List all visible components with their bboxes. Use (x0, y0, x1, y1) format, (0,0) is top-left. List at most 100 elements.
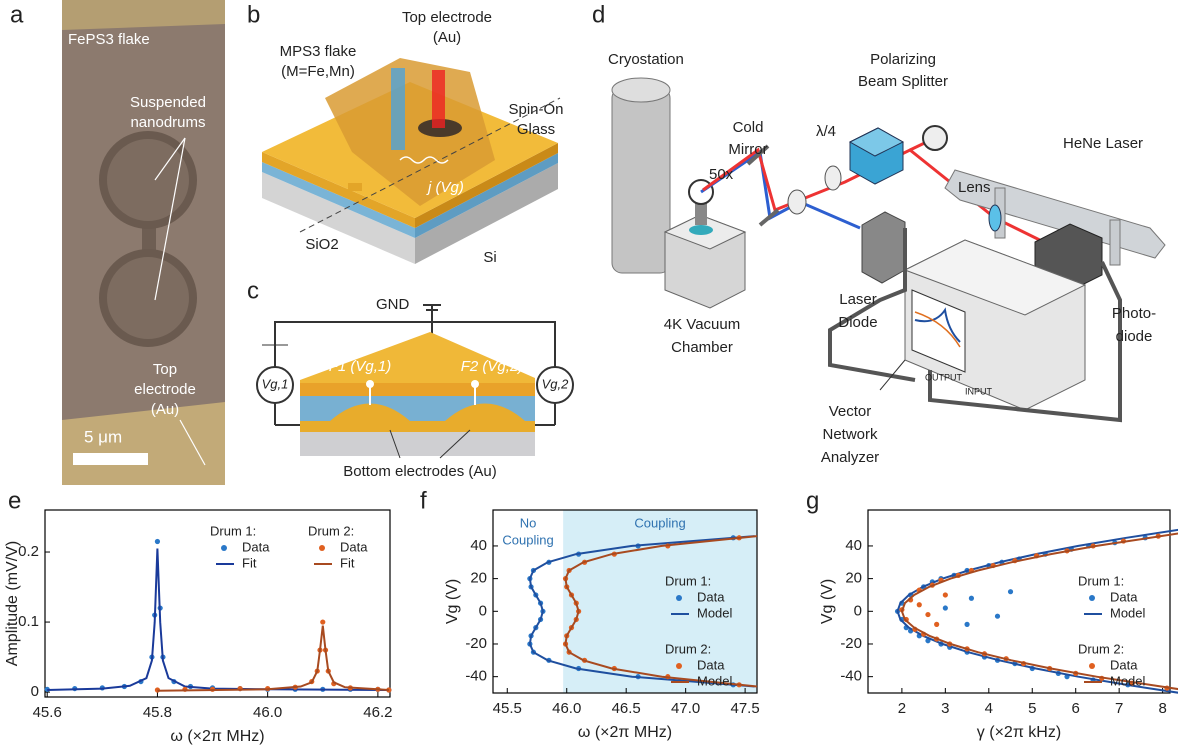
label: FePS3 flake (68, 31, 150, 48)
y-tick-label: -40 (465, 668, 487, 685)
label: GND (376, 296, 410, 313)
legend-label: Data (1110, 657, 1138, 672)
y-axis-label: Amplitude (mV/V) (4, 541, 21, 666)
label: diode (1116, 328, 1153, 345)
label: Chamber (671, 339, 733, 356)
label: Bottom electrodes (Au) (343, 463, 496, 480)
data-point (925, 612, 930, 617)
label: Cold (733, 119, 764, 136)
label: j (Vg) (426, 179, 464, 196)
label: λ/4 (816, 123, 836, 140)
y-tick-label: 40 (470, 537, 487, 554)
legend-label: Model (1110, 605, 1146, 620)
legend-label: Model (697, 605, 733, 620)
x-tick-label: 3 (941, 700, 949, 717)
label: Spin-On (508, 101, 563, 118)
label: Vg,1 (262, 376, 289, 391)
data-point (969, 596, 974, 601)
data-point (934, 622, 939, 627)
x-tick-label: 47.0 (671, 700, 700, 717)
micrograph (62, 0, 225, 485)
x-tick-label: 47.5 (731, 700, 760, 717)
label: Suspended (130, 94, 206, 111)
x-tick-label: 46.5 (612, 700, 641, 717)
y-tick-label: -20 (840, 635, 862, 652)
label: MPS3 flake (280, 43, 357, 60)
label: nanodrums (130, 114, 205, 131)
legend-label: Model (697, 673, 733, 688)
x-tick-label: 2 (898, 700, 906, 717)
annotation: No (520, 515, 537, 530)
x-tick-label: 46.0 (253, 704, 282, 721)
label: Top electrode (402, 9, 492, 26)
legend-label: Model (1110, 673, 1146, 688)
data-point (964, 622, 969, 627)
data-point (995, 614, 1000, 619)
legend-marker (676, 595, 682, 601)
x-axis-label: ω (×2π MHz) (578, 724, 672, 741)
label: Top (153, 361, 177, 378)
legend-title: Drum 2: (665, 641, 711, 656)
legend-title: Drum 2: (1078, 641, 1124, 656)
label: Lens (958, 179, 991, 196)
y-tick-label: 0 (854, 602, 862, 619)
label: Cryostation (608, 51, 684, 68)
legend-title: Drum 1: (665, 573, 711, 588)
label: F1 (Vg,1) (329, 358, 392, 375)
legend-label: Data (697, 589, 725, 604)
data-point (320, 619, 325, 624)
label: Analyzer (821, 449, 879, 466)
label: (M=Fe,Mn) (281, 63, 355, 80)
y-tick-label: 20 (470, 570, 487, 587)
legend-marker (319, 545, 325, 551)
label: Vector (829, 403, 872, 420)
legend-title: Drum 1: (210, 523, 256, 538)
legend-label: Data (1110, 589, 1138, 604)
label: 50x (709, 166, 734, 183)
legend-label: Data (697, 657, 725, 672)
x-tick-label: 8 (1158, 700, 1166, 717)
device-drawing (262, 58, 560, 264)
label: electrode (134, 381, 196, 398)
legend-marker (221, 545, 227, 551)
x-tick-label: 45.8 (143, 704, 172, 721)
annotation: Coupling (634, 515, 685, 530)
legend-marker (1089, 595, 1095, 601)
figure: a b c d e f g FePS3 flake Suspended nano… (0, 0, 1178, 753)
y-axis-label: Vg (V) (819, 579, 836, 624)
data-point (943, 605, 948, 610)
label: Mirror (728, 141, 767, 158)
data-point (943, 592, 948, 597)
legend-label: Data (340, 539, 368, 554)
legend-title: Drum 2: (308, 523, 354, 538)
label: Photo- (1112, 305, 1156, 322)
y-tick-label: 0 (31, 683, 39, 700)
label: F2 (Vg,2) (461, 358, 524, 375)
data-point (1008, 589, 1013, 594)
x-tick-label: 45.6 (33, 704, 62, 721)
model-line (47, 549, 389, 691)
legend-label: Fit (340, 555, 355, 570)
x-tick-label: 46.0 (552, 700, 581, 717)
legend-label: Fit (242, 555, 257, 570)
y-tick-label: 40 (845, 537, 862, 554)
x-tick-label: 7 (1115, 700, 1123, 717)
legend-marker (676, 663, 682, 669)
x-tick-label: 6 (1072, 700, 1080, 717)
setup-drawing (612, 78, 1165, 420)
label: Laser (839, 291, 877, 308)
label: Glass (517, 121, 555, 138)
panel-label: f (420, 487, 427, 514)
label: OUTPUT (925, 372, 963, 382)
x-axis-label: γ (×2π kHz) (977, 724, 1061, 741)
label: Diode (838, 314, 877, 331)
y-tick-label: 0.2 (18, 543, 39, 560)
y-tick-label: 20 (845, 570, 862, 587)
label: (Au) (433, 29, 461, 46)
y-tick-label: 0.1 (18, 613, 39, 630)
label: SiO2 (305, 236, 338, 253)
scale-label: 5 μm (84, 427, 122, 446)
x-tick-label: 5 (1028, 700, 1036, 717)
label: Vg,2 (542, 376, 570, 391)
legend-label: Data (242, 539, 270, 554)
